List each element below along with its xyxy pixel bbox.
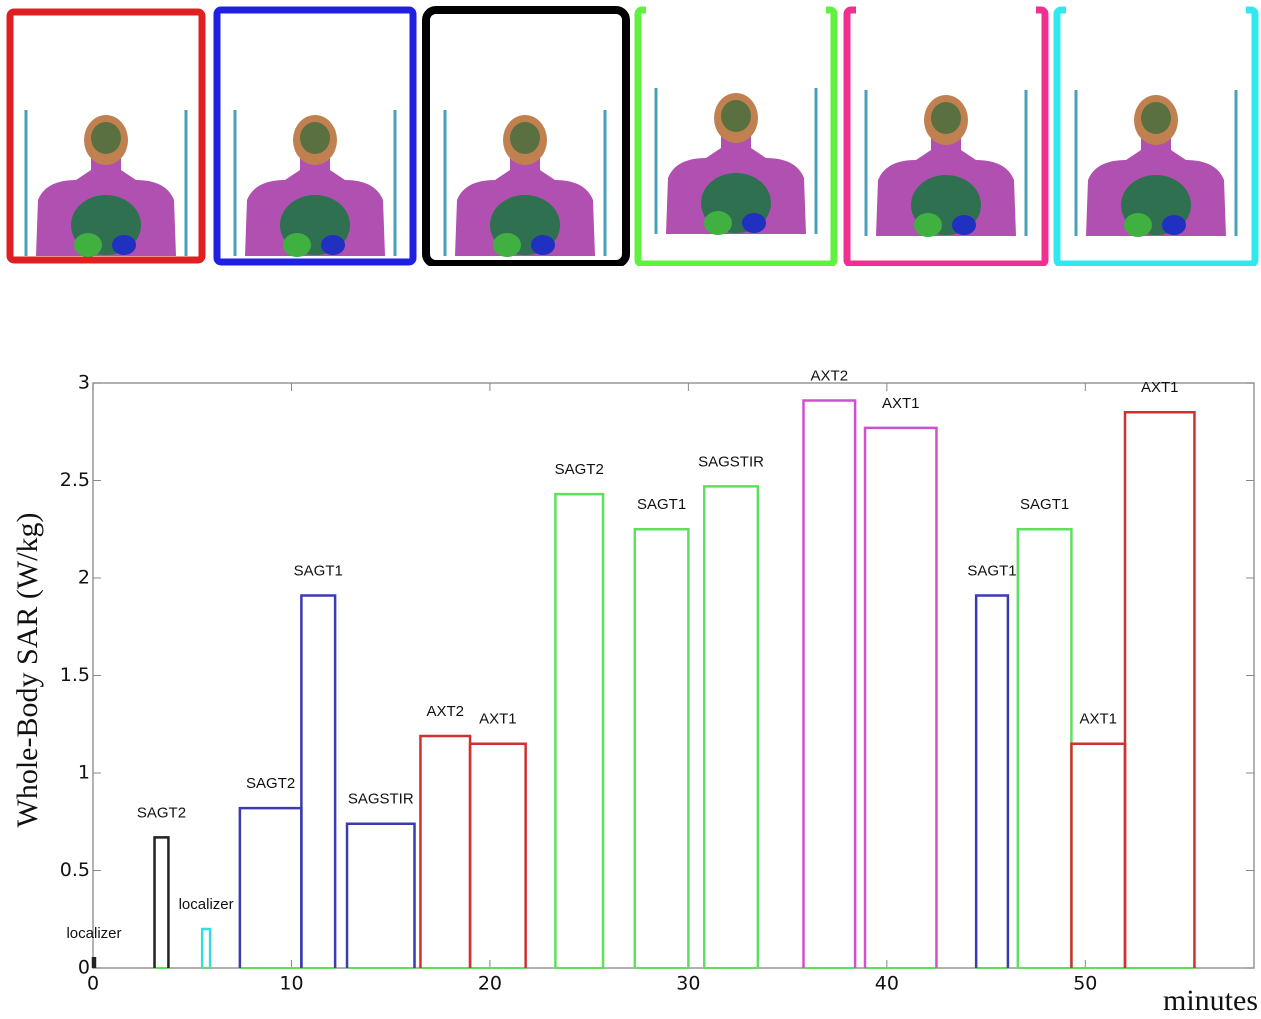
thumbnail-image (14, 18, 198, 259)
y-tick-label: 1 (78, 762, 90, 784)
thumbnail-frame (213, 6, 417, 266)
pulse-label: SAGT1 (294, 563, 343, 580)
thumbnail-image (433, 18, 617, 259)
sar-pulse (91, 957, 97, 968)
sar-pulse (345, 822, 416, 968)
sar-pulse (863, 426, 938, 968)
pulse-label: localizer (179, 896, 234, 913)
sar-pulse (633, 528, 690, 968)
thumbnail-frame (6, 8, 206, 264)
plot-area (92, 382, 1255, 969)
x-axis-label: minutes (1163, 984, 1258, 1017)
x-tick-label: 20 (478, 973, 502, 995)
pulse-label: SAGT2 (555, 461, 604, 478)
thumbnail-image (854, 0, 1038, 239)
y-tick-label: 1.5 (60, 664, 90, 686)
sar-pulse (802, 399, 857, 968)
pulse-label: SAGSTIR (698, 453, 764, 470)
x-tick-label: 30 (676, 973, 700, 995)
y-tick-label: 2.5 (60, 469, 90, 491)
thumbnails (0, 0, 1261, 286)
y-tick-label: 0 (78, 957, 90, 979)
y-axis-label: Whole-Body SAR (W/kg) (11, 513, 44, 828)
sar-pulse (300, 594, 337, 968)
x-tick-label: 0 (87, 973, 99, 995)
sar-pulse (153, 836, 170, 968)
thumbnail-image (644, 0, 828, 237)
pulse-label: AXT1 (882, 395, 920, 412)
pulse-label: AXT1 (1079, 711, 1117, 728)
x-tick-label: 10 (279, 973, 303, 995)
pulse-label: localizer (66, 925, 121, 942)
pulse-label: AXT2 (811, 368, 849, 385)
y-tick-label: 2 (78, 567, 90, 589)
pulse-label: SAGT1 (1020, 496, 1069, 513)
sar-pulse (703, 485, 760, 968)
pulse-label: AXT1 (1141, 379, 1179, 396)
thumbnail-image (223, 18, 407, 259)
pulse-label: SAGT2 (246, 775, 295, 792)
pulse-label: AXT2 (427, 703, 465, 720)
pulse-label: SAGSTIR (348, 791, 414, 808)
sar-pulse (974, 594, 1010, 968)
sar-pulse (554, 492, 605, 968)
thumbnail-image (1064, 0, 1248, 239)
sar-pulse (468, 742, 527, 968)
thumbnail-frame (422, 6, 630, 268)
pulse-label: SAGT1 (967, 563, 1016, 580)
y-tick-label: 0.5 (60, 859, 90, 881)
sar-pulse (200, 927, 212, 968)
pulse-label: SAGT1 (637, 496, 686, 513)
y-tick-label: 3 (78, 372, 90, 394)
sar-pulse (1123, 411, 1196, 968)
x-tick-label: 50 (1073, 973, 1097, 995)
pulse-label: SAGT2 (137, 804, 186, 821)
pulse-label: AXT1 (479, 711, 517, 728)
x-tick-label: 40 (875, 973, 899, 995)
